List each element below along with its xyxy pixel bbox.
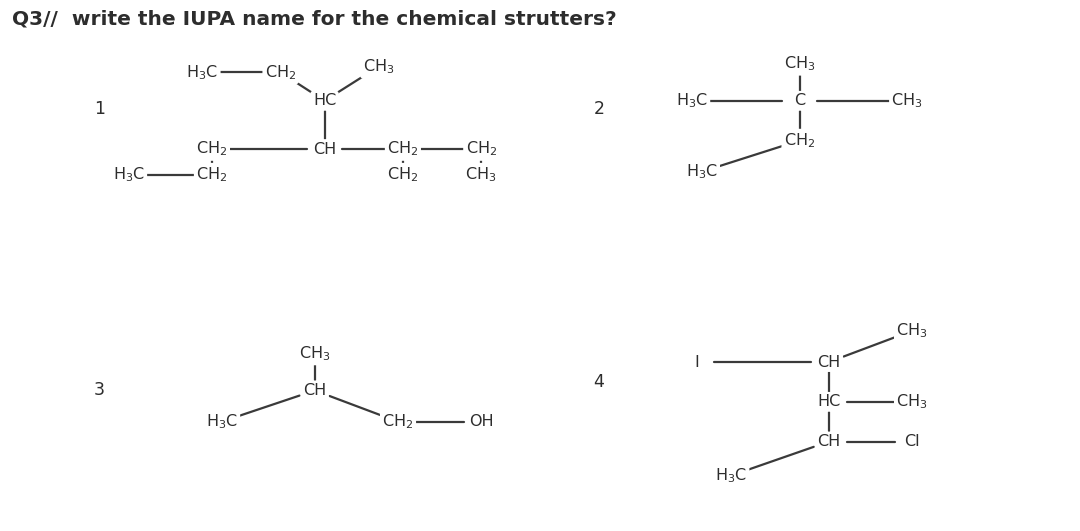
Text: C: C (794, 93, 805, 108)
Text: Q3//  write the IUPA name for the chemical strutters?: Q3// write the IUPA name for the chemica… (12, 10, 617, 28)
Text: CH$_2$: CH$_2$ (265, 63, 296, 82)
Text: CH$_3$: CH$_3$ (363, 57, 394, 76)
Text: 3: 3 (94, 381, 105, 399)
Text: CH: CH (313, 142, 336, 157)
Text: H$_3$C: H$_3$C (676, 91, 707, 110)
Text: CH$_3$: CH$_3$ (465, 165, 497, 184)
Text: CH: CH (303, 383, 326, 398)
Text: H$_3$C: H$_3$C (112, 165, 145, 184)
Text: H$_3$C: H$_3$C (186, 63, 218, 82)
Text: 4: 4 (593, 373, 604, 391)
Text: 1: 1 (94, 100, 105, 118)
Text: HC: HC (313, 93, 336, 108)
Text: 2: 2 (593, 100, 604, 118)
Text: I: I (694, 355, 699, 370)
Text: CH: CH (818, 355, 840, 370)
Text: CH$_2$: CH$_2$ (784, 131, 815, 150)
Text: CH$_2$: CH$_2$ (382, 413, 414, 431)
Text: CH$_2$: CH$_2$ (197, 165, 228, 184)
Text: H$_3$C: H$_3$C (715, 466, 747, 485)
Text: Cl: Cl (904, 434, 920, 449)
Text: H$_3$C: H$_3$C (686, 162, 717, 181)
Text: CH$_3$: CH$_3$ (896, 321, 928, 340)
Text: CH$_3$: CH$_3$ (891, 91, 923, 110)
Text: CH$_2$: CH$_2$ (388, 140, 419, 158)
Text: OH: OH (469, 414, 494, 429)
Text: H$_3$C: H$_3$C (205, 413, 238, 431)
Text: CH$_2$: CH$_2$ (465, 140, 497, 158)
Text: CH$_2$: CH$_2$ (197, 140, 228, 158)
Text: CH$_3$: CH$_3$ (784, 55, 815, 73)
Text: CH: CH (818, 434, 840, 449)
Text: CH$_2$: CH$_2$ (388, 165, 419, 184)
Text: CH$_3$: CH$_3$ (299, 344, 330, 363)
Text: HC: HC (818, 395, 840, 409)
Text: CH$_3$: CH$_3$ (896, 392, 928, 411)
